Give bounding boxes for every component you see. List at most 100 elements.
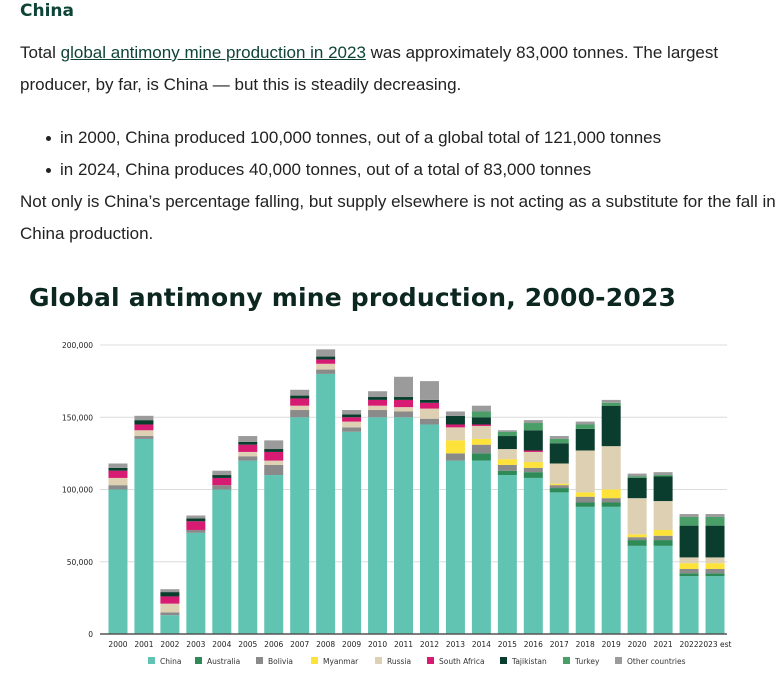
bar-segment-australia (471, 453, 491, 461)
legend-swatch (500, 657, 507, 664)
bar-segment-south-africa (523, 450, 543, 452)
legend-swatch (195, 657, 202, 664)
bar-segment-china (264, 475, 284, 634)
bar-segment-russia (601, 446, 621, 490)
legend-swatch (256, 657, 263, 664)
x-tick-label: 2007 (290, 640, 309, 649)
legend-label: China (160, 657, 181, 666)
bar-segment-tajikistan (471, 417, 491, 425)
bar-segment-other-countries (238, 436, 258, 442)
bar-segment-turkey (679, 516, 699, 526)
x-tick-label: 2010 (368, 640, 387, 649)
bar-segment-other-countries (653, 472, 673, 476)
bar-segment-other-countries (497, 430, 517, 432)
bar-segment-south-africa (445, 424, 465, 428)
x-tick-label: 2021 (654, 640, 673, 649)
bar-segment-bolivia (264, 464, 284, 476)
legend-label: Other countries (627, 657, 686, 666)
bar-segment-bolivia (160, 612, 180, 616)
bar-segment-russia (108, 477, 128, 486)
bar-segment-myanmar (523, 462, 543, 468)
intro-text-after: was approximately 83,000 tonnes. The lar… (20, 43, 719, 94)
y-tick-label: 0 (88, 630, 93, 639)
bar-segment-bolivia (601, 498, 621, 503)
bar-segment-bolivia (497, 464, 517, 471)
bar-segment-south-africa (212, 477, 232, 486)
bar-segment-russia (134, 430, 154, 437)
bar-segment-other-countries (212, 470, 232, 476)
stacked-bar-chart: 0 50,000 100,000 150,000 200,000 2000 2001 2002… (62, 341, 732, 666)
legend-swatch (375, 657, 382, 664)
bar-segment-other-countries (342, 410, 362, 415)
x-tick-label: 2000 (108, 640, 127, 649)
bar-segment-myanmar (471, 438, 491, 445)
bar-segment-tajikistan (653, 476, 673, 502)
bar-segment-australia (523, 472, 543, 478)
bar-segment-russia (471, 425, 491, 439)
x-tick-label: 2020 (628, 640, 647, 649)
x-tick-label: 2016 (524, 640, 543, 649)
bar-segment-russia (394, 407, 414, 412)
bar-segment-tajikistan (342, 414, 362, 418)
legend-label: Tajikistan (511, 657, 547, 666)
bar-segment-china (679, 576, 699, 634)
bar-segment-china (549, 492, 569, 634)
bar-segment-turkey (471, 411, 491, 418)
legend-label: Russia (387, 657, 411, 666)
bar-segment-russia (160, 603, 180, 613)
legend-swatch (148, 657, 155, 664)
bar-segment-tajikistan (394, 397, 414, 400)
bar-segment-bolivia (523, 467, 543, 473)
bar-segment-tajikistan (160, 592, 180, 597)
bar-segment-turkey (497, 431, 517, 437)
bar-segment-other-countries (445, 411, 465, 416)
conclusion-paragraph: Not only is China’s percentage falling, … (20, 192, 776, 243)
x-tick-label: 2002 (160, 640, 179, 649)
bar-segment-south-africa (342, 417, 362, 422)
bar-segment-australia (575, 502, 595, 507)
bar-segment-tajikistan (627, 477, 647, 499)
bar-segment-russia (264, 460, 284, 465)
legend-label: Australia (207, 657, 240, 666)
production-link[interactable]: global antimony mine production in 2023 (60, 43, 366, 62)
x-tick-label: 2022 (680, 640, 699, 649)
bar-segment-australia (497, 470, 517, 476)
bar-segment-tajikistan (186, 518, 206, 522)
bar-segment-bolivia (342, 427, 362, 432)
bar-segment-tajikistan (238, 441, 258, 445)
bar-segment-myanmar (705, 563, 725, 569)
bar-segment-tajikistan (316, 356, 336, 360)
list-item: in 2000, China produced 100,000 tonnes, … (46, 122, 661, 154)
bar-segment-other-countries (290, 389, 310, 396)
legend-label: Turkey (574, 657, 600, 666)
bar-segment-south-africa (238, 444, 258, 452)
bar-segment-turkey (627, 476, 647, 478)
bar-segment-south-africa (368, 399, 388, 406)
bar-segment-bolivia (575, 496, 595, 503)
bar-segment-china (445, 460, 465, 634)
bar-segment-tajikistan (368, 397, 388, 400)
bar-segment-china (471, 460, 491, 634)
bar-segment-south-africa (316, 359, 336, 364)
bar-segment-bolivia (316, 369, 336, 374)
bar-segment-tajikistan (108, 467, 128, 471)
x-tick-label: 2013 (446, 640, 465, 649)
bar-segment-bolivia (368, 410, 388, 418)
bar-segment-tajikistan (264, 449, 284, 452)
bar-segment-russia (342, 421, 362, 428)
x-tick-label: 2018 (576, 640, 595, 649)
bar-segment-russia (316, 363, 336, 370)
x-tick-label: 2015 (498, 640, 517, 649)
bar-segment-tajikistan (601, 405, 621, 447)
bar-segment-bolivia (238, 456, 258, 461)
bar-segment-south-africa (186, 521, 206, 530)
bar-segment-tajikistan (419, 399, 439, 403)
bar-segment-russia (653, 501, 673, 530)
bar-segment-other-countries (394, 376, 414, 398)
legend-swatch (427, 657, 434, 664)
legend-swatch (563, 657, 570, 664)
bar-segment-bolivia (549, 485, 569, 489)
y-tick-label: 200,000 (62, 341, 93, 350)
x-tick-label: 2012 (420, 640, 439, 649)
bar-segment-australia (627, 540, 647, 546)
